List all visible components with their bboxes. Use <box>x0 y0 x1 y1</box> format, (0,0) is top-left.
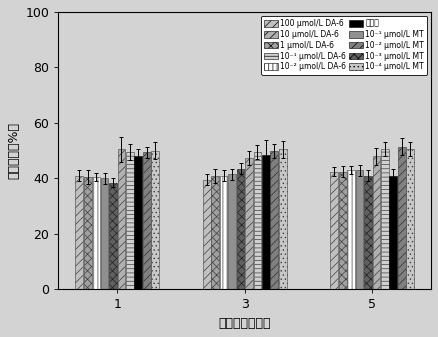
Legend: 100 μmol/L DA-6, 10 μmol/L DA-6, 1 μmol/L DA-6, 10⁻¹ μmol/L DA-6, 10⁻² μmol/L DA: 100 μmol/L DA-6, 10 μmol/L DA-6, 1 μmol/… <box>261 16 427 74</box>
Bar <box>279 149 286 289</box>
X-axis label: 诱导时间（天）: 诱导时间（天） <box>219 317 271 330</box>
Bar <box>228 174 236 289</box>
Bar <box>152 151 159 289</box>
Bar <box>126 152 134 289</box>
Bar <box>270 151 278 289</box>
Bar <box>381 149 389 289</box>
Bar <box>101 179 109 289</box>
Bar <box>364 176 372 289</box>
Bar <box>237 169 244 289</box>
Bar <box>109 183 117 289</box>
Bar <box>406 149 414 289</box>
Bar <box>245 158 253 289</box>
Bar <box>389 176 397 289</box>
Bar <box>347 170 355 289</box>
Bar <box>143 152 151 289</box>
Bar <box>254 152 261 289</box>
Bar <box>211 176 219 289</box>
Y-axis label: 油脂含量（%）: 油脂含量（%） <box>7 122 20 179</box>
Bar <box>92 177 100 289</box>
Bar <box>339 172 346 289</box>
Bar <box>84 177 92 289</box>
Bar <box>220 176 227 289</box>
Bar <box>356 170 364 289</box>
Bar <box>398 147 406 289</box>
Bar <box>75 176 83 289</box>
Bar <box>330 172 338 289</box>
Bar <box>117 149 125 289</box>
Bar <box>373 156 380 289</box>
Bar <box>134 156 142 289</box>
Bar <box>262 155 270 289</box>
Bar <box>203 180 211 289</box>
